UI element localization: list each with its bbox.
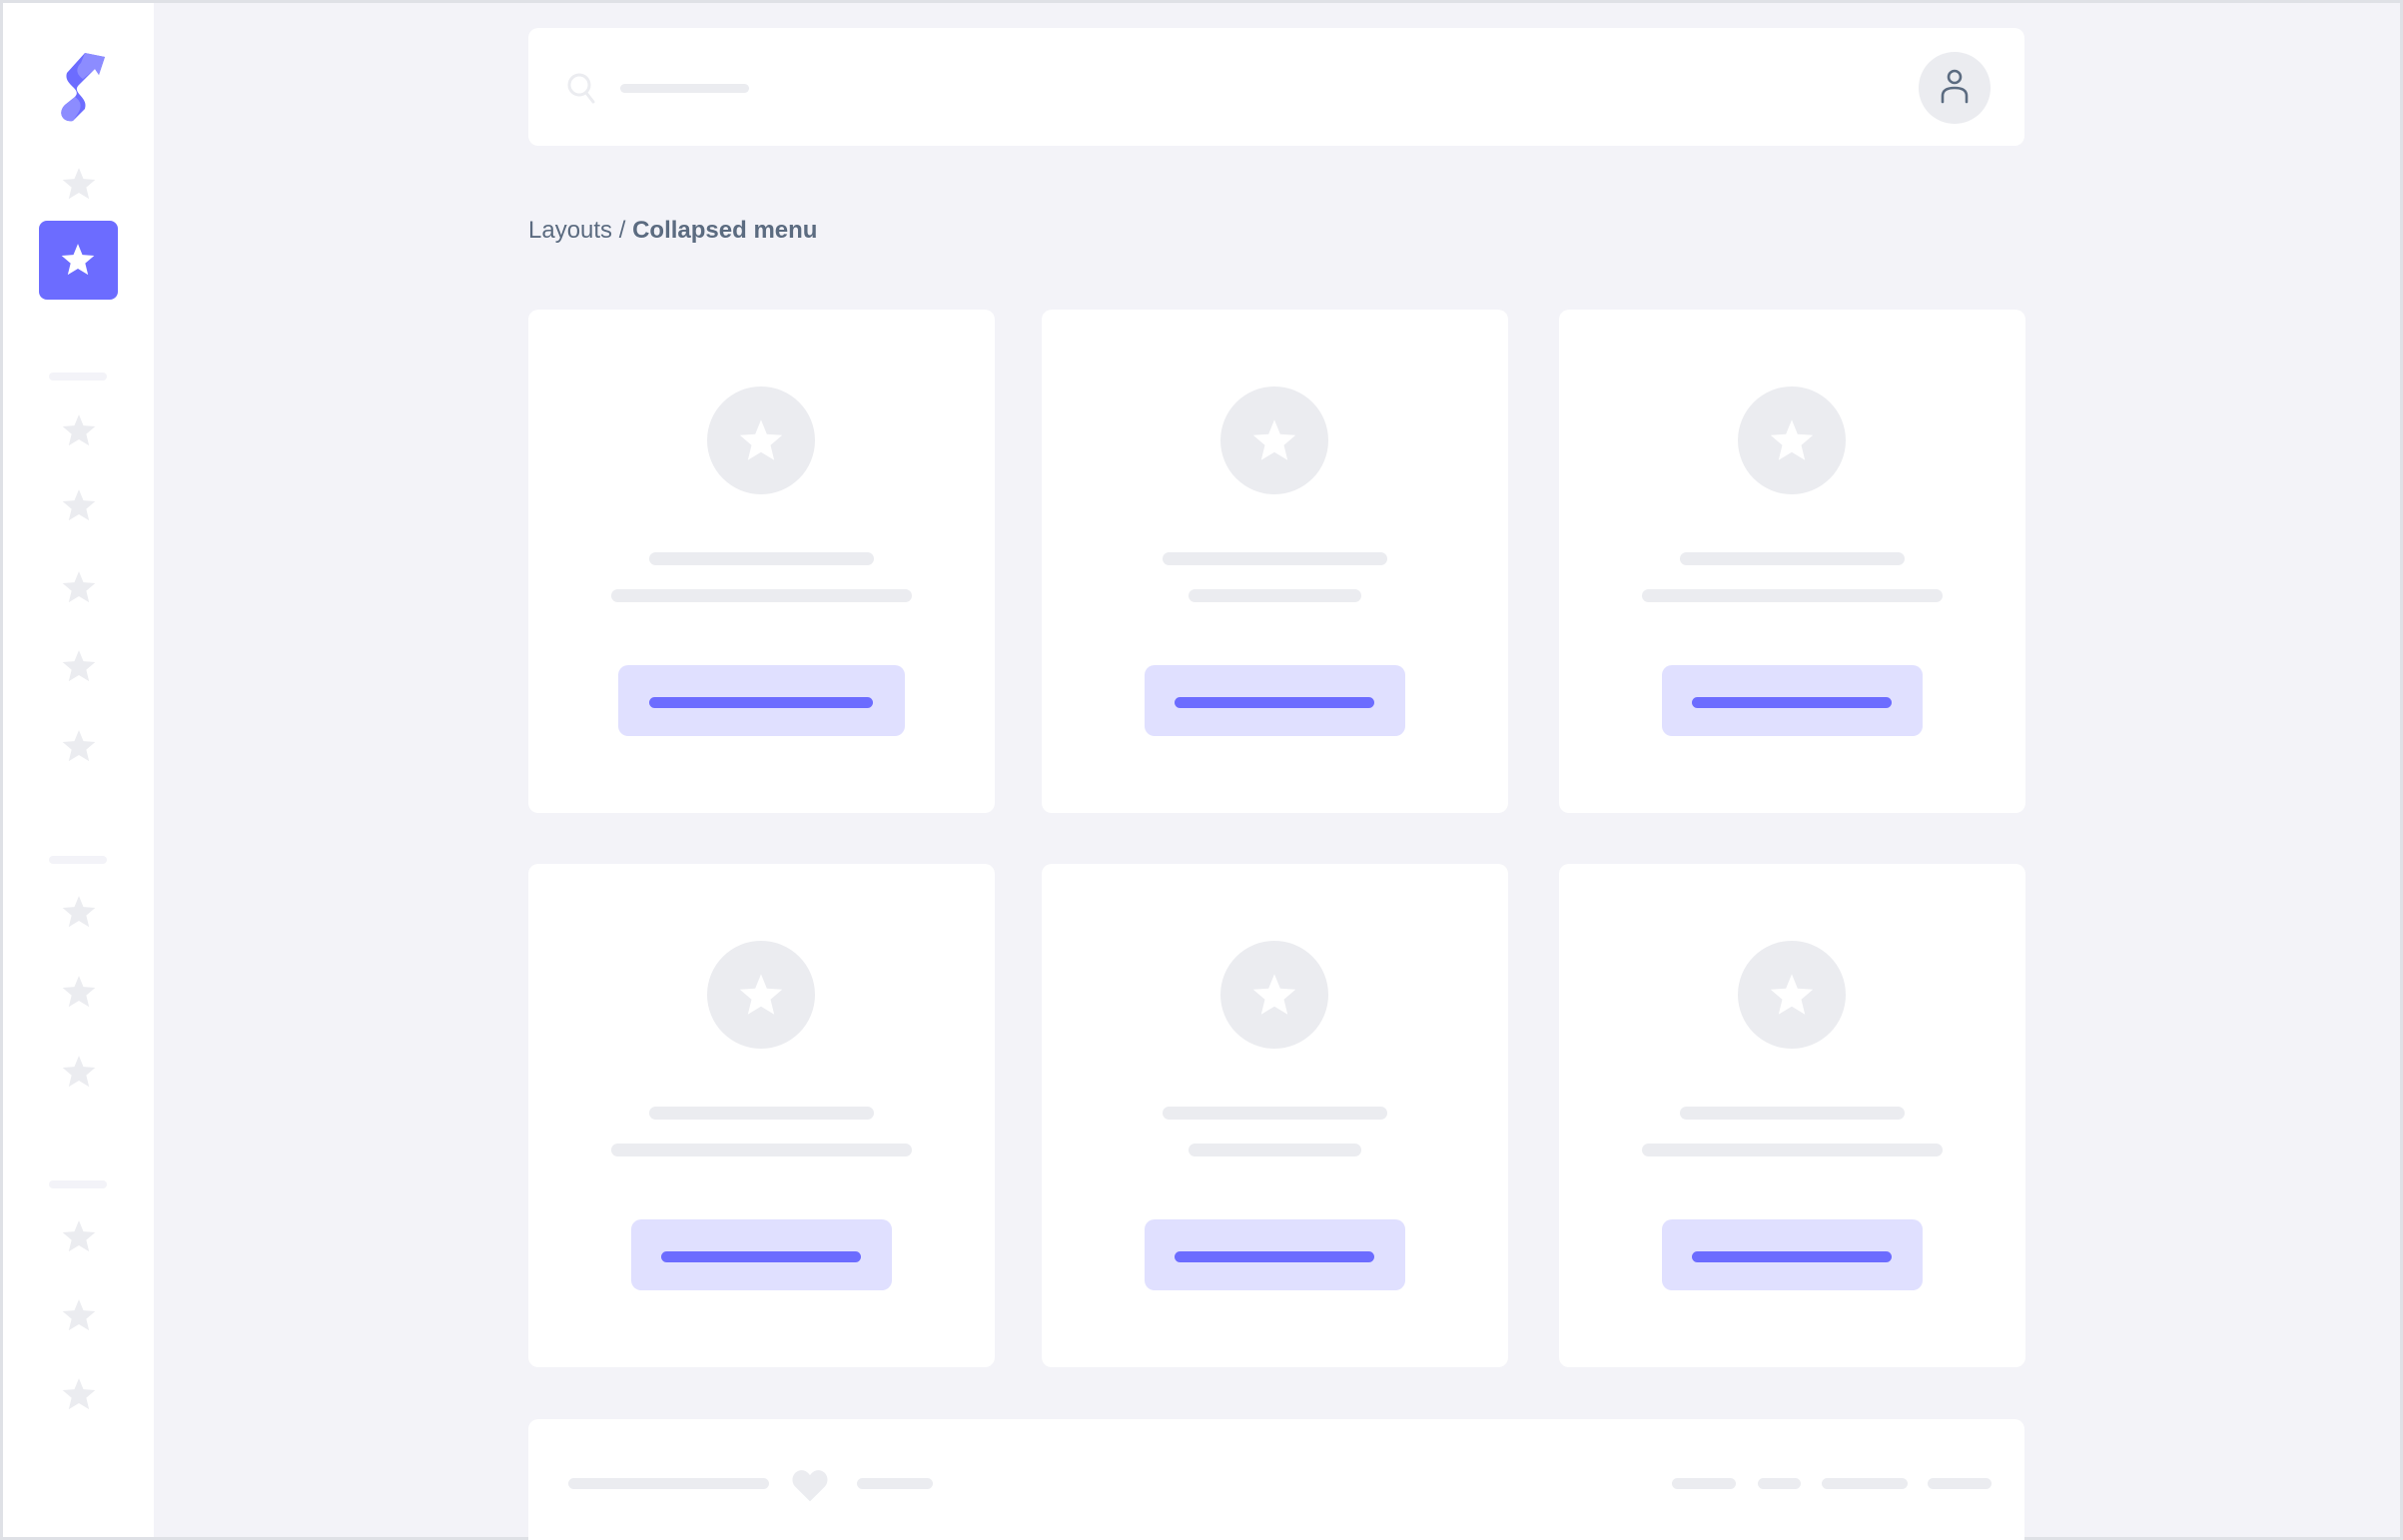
card bbox=[1559, 310, 2025, 813]
card-icon-circle bbox=[1220, 386, 1328, 494]
button-label-skeleton bbox=[1692, 1251, 1892, 1262]
card-action-button[interactable] bbox=[617, 665, 905, 736]
card-icon-circle bbox=[707, 386, 815, 494]
sidebar-item-star-icon[interactable] bbox=[59, 567, 99, 607]
card-icon-circle bbox=[1738, 941, 1846, 1049]
card-title-skeleton bbox=[649, 1107, 874, 1120]
card-text-skeleton bbox=[1188, 589, 1361, 602]
sidebar-divider bbox=[49, 1180, 107, 1188]
button-label-skeleton bbox=[1175, 1251, 1374, 1262]
card-title-skeleton bbox=[1680, 552, 1905, 565]
heart-icon bbox=[792, 1470, 828, 1502]
footer bbox=[528, 1419, 2024, 1540]
user-avatar-button[interactable] bbox=[1919, 52, 1991, 124]
card-title-skeleton bbox=[1163, 552, 1387, 565]
sidebar-item-star-icon[interactable] bbox=[59, 972, 99, 1012]
sidebar-item-star-icon[interactable] bbox=[59, 646, 99, 686]
card-action-button[interactable] bbox=[1144, 1219, 1405, 1290]
card bbox=[1559, 864, 2025, 1367]
sidebar bbox=[3, 3, 154, 1537]
card-text-skeleton bbox=[610, 1144, 912, 1156]
footer-text-skeleton bbox=[568, 1478, 769, 1489]
sidebar-item-star-icon[interactable] bbox=[59, 1216, 99, 1256]
button-label-skeleton bbox=[1175, 697, 1374, 708]
footer-text-skeleton bbox=[857, 1478, 933, 1489]
button-label-skeleton bbox=[661, 1251, 861, 1262]
sidebar-item-star-icon[interactable] bbox=[59, 1052, 99, 1092]
sidebar-item-active[interactable] bbox=[39, 221, 118, 300]
search-icon[interactable] bbox=[566, 72, 598, 106]
card-title-skeleton bbox=[1163, 1107, 1387, 1120]
card-text-skeleton bbox=[610, 589, 912, 602]
card bbox=[528, 310, 995, 813]
star-icon bbox=[1770, 974, 1814, 1015]
card-text-skeleton bbox=[1188, 1144, 1361, 1156]
star-icon bbox=[739, 974, 783, 1015]
sidebar-divider bbox=[49, 373, 107, 381]
star-icon bbox=[61, 244, 95, 276]
card bbox=[1042, 864, 1508, 1367]
top-header bbox=[528, 28, 2024, 146]
star-icon bbox=[739, 419, 783, 460]
card-title-skeleton bbox=[1680, 1107, 1905, 1120]
footer-link[interactable] bbox=[1928, 1478, 1992, 1489]
card-action-button[interactable] bbox=[1144, 665, 1405, 736]
card-icon-circle bbox=[707, 941, 815, 1049]
sidebar-item-star-icon[interactable] bbox=[59, 485, 99, 525]
sidebar-item-star-icon[interactable] bbox=[59, 892, 99, 932]
card-text-skeleton bbox=[1641, 589, 1943, 602]
search-input[interactable] bbox=[620, 84, 749, 93]
footer-link[interactable] bbox=[1822, 1478, 1908, 1489]
sidebar-item-star-icon[interactable] bbox=[59, 1295, 99, 1335]
sidebar-item-star-icon[interactable] bbox=[59, 164, 99, 204]
star-icon bbox=[1252, 419, 1296, 460]
card-action-button[interactable] bbox=[1661, 665, 1923, 736]
star-icon bbox=[1770, 419, 1814, 460]
sidebar-item-star-icon[interactable] bbox=[59, 1374, 99, 1414]
card-icon-circle bbox=[1738, 386, 1846, 494]
user-icon bbox=[1941, 69, 1969, 104]
button-label-skeleton bbox=[1692, 697, 1892, 708]
card-action-button[interactable] bbox=[630, 1219, 892, 1290]
card-icon-circle bbox=[1220, 941, 1328, 1049]
card bbox=[1042, 310, 1508, 813]
breadcrumb-parent-link[interactable]: Layouts bbox=[528, 217, 613, 244]
star-icon bbox=[1252, 974, 1296, 1015]
sidebar-item-star-icon[interactable] bbox=[59, 726, 99, 766]
card-title-skeleton bbox=[649, 552, 874, 565]
sidebar-divider bbox=[49, 856, 107, 864]
button-label-skeleton bbox=[649, 697, 873, 708]
card-action-button[interactable] bbox=[1661, 1219, 1923, 1290]
footer-link[interactable] bbox=[1758, 1478, 1801, 1489]
breadcrumb-separator: / bbox=[618, 217, 626, 244]
footer-link[interactable] bbox=[1672, 1478, 1736, 1489]
sidebar-item-star-icon[interactable] bbox=[59, 410, 99, 450]
card-text-skeleton bbox=[1641, 1144, 1943, 1156]
breadcrumb: Layouts / Collapsed menu bbox=[528, 217, 817, 245]
brand-logo-icon[interactable] bbox=[55, 49, 111, 123]
breadcrumb-current: Collapsed menu bbox=[632, 217, 818, 244]
card bbox=[528, 864, 995, 1367]
